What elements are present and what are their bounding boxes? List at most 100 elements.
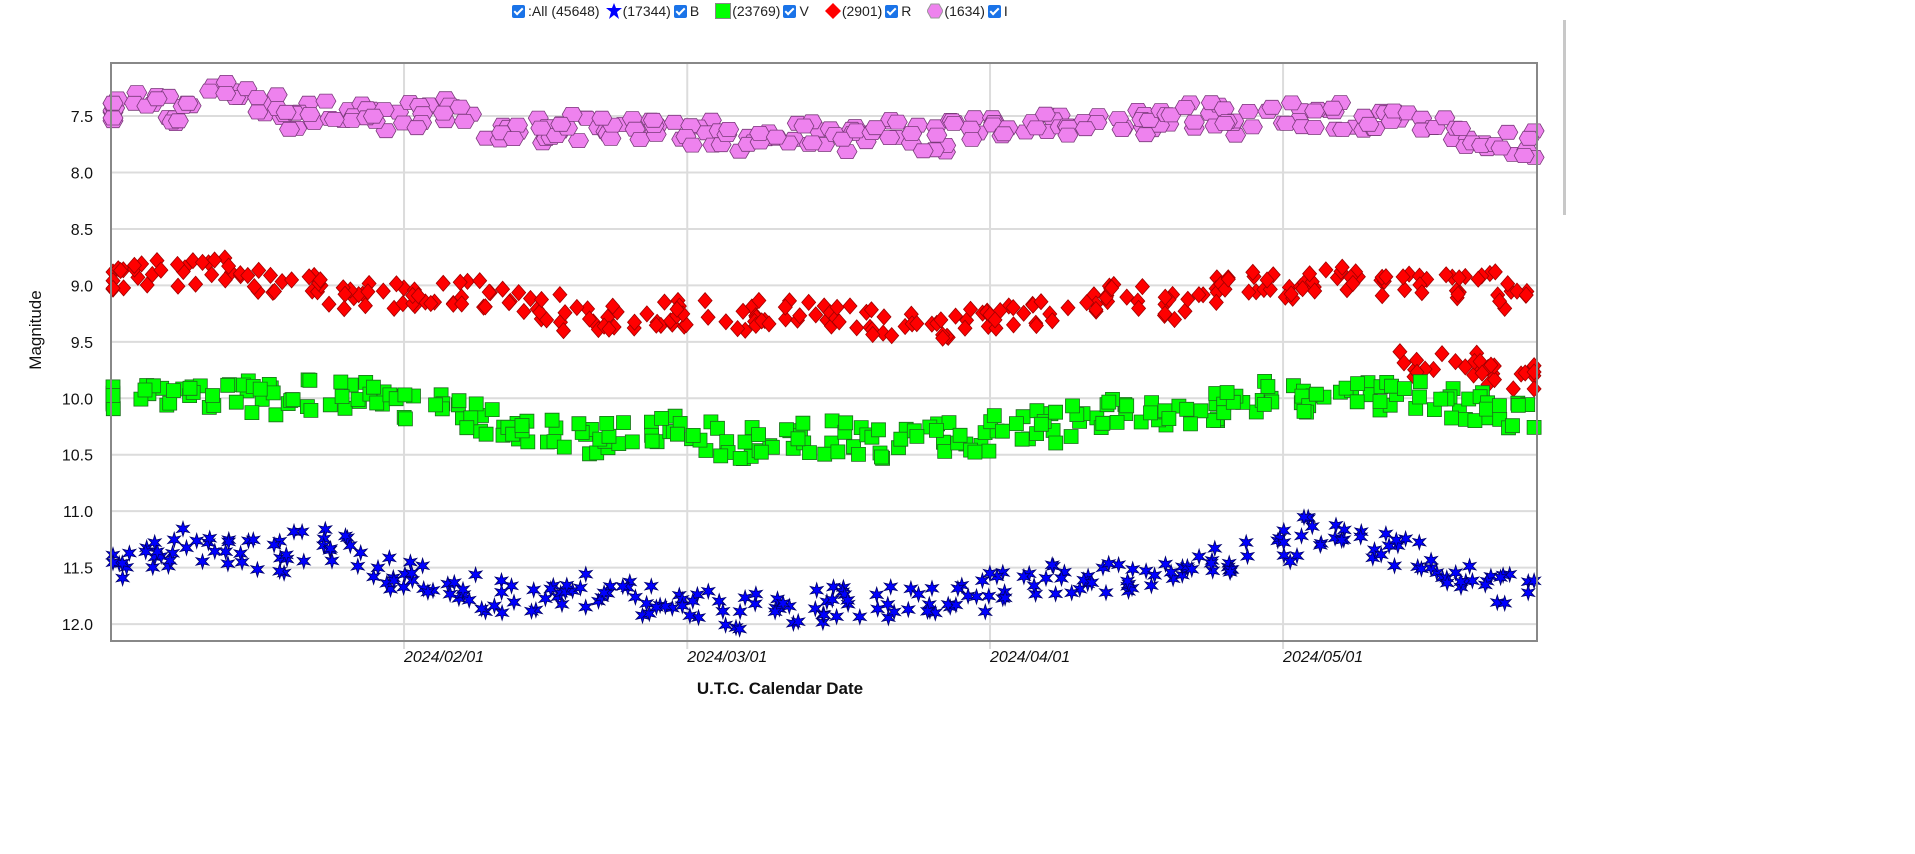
data-point-b: [381, 549, 397, 567]
data-point-i: [1322, 100, 1344, 116]
data-point-b: [732, 602, 748, 621]
data-point-b: [828, 607, 845, 626]
data-point-r: [477, 298, 493, 316]
data-point-v: [616, 415, 631, 431]
data-point-i: [1497, 124, 1519, 140]
data-point-v: [795, 415, 811, 431]
data-point-i: [1304, 103, 1326, 119]
data-point-b: [543, 580, 559, 598]
data-point-r: [581, 310, 598, 328]
data-point-b: [1053, 569, 1070, 588]
legend-all[interactable]: :All (45648): [512, 3, 600, 19]
data-point-b: [1138, 562, 1154, 580]
data-point-v: [1219, 385, 1235, 400]
data-point-i: [591, 110, 613, 126]
scrollbar[interactable]: [1563, 20, 1566, 215]
data-point-b: [115, 569, 131, 587]
data-point-v: [1183, 416, 1198, 432]
x-axis-title: U.T.C. Calendar Date: [697, 679, 863, 698]
legend-count: (2901): [841, 3, 883, 19]
data-point-b: [1184, 560, 1200, 579]
data-point-r: [865, 325, 881, 344]
data-point-b: [816, 605, 832, 624]
all-checkbox[interactable]: [512, 4, 525, 18]
data-point-b: [266, 536, 282, 554]
data-point-b: [503, 577, 520, 595]
data-point-i: [1261, 99, 1283, 115]
data-point-b: [1411, 533, 1427, 552]
y-tick-label: 8.0: [71, 166, 93, 183]
data-point-i: [299, 107, 321, 122]
data-point-b: [1289, 546, 1305, 565]
data-point-r: [948, 307, 964, 325]
data-point-v: [252, 381, 268, 397]
data-point-b: [1448, 563, 1464, 582]
data-point-b: [807, 599, 823, 618]
data-point-b: [809, 581, 825, 600]
data-point-v: [851, 446, 866, 462]
data-point-r: [1374, 287, 1390, 305]
data-point-r: [1033, 293, 1049, 311]
data-point-v: [1063, 429, 1079, 444]
data-point-v: [737, 434, 753, 450]
data-point-b: [1076, 571, 1092, 589]
data-point-v: [1095, 415, 1111, 431]
data-point-b: [365, 568, 382, 586]
data-point-i: [765, 129, 787, 145]
data-point-r: [849, 319, 865, 337]
data-point-r: [700, 308, 716, 326]
data-point-b: [526, 581, 542, 599]
v-checkbox[interactable]: [783, 4, 797, 18]
data-point-r: [1028, 316, 1044, 335]
data-point-v: [981, 443, 997, 459]
r-checkbox[interactable]: [885, 4, 899, 18]
data-point-r: [357, 297, 373, 315]
data-point-r: [207, 251, 223, 269]
data-point-r: [1079, 293, 1095, 312]
data-point-i: [879, 130, 901, 146]
legend-item-i[interactable]: (1634) I: [927, 3, 1008, 19]
data-point-i: [1490, 140, 1512, 156]
data-point-v: [1309, 386, 1324, 402]
data-point-r: [605, 297, 621, 315]
data-point-i: [247, 90, 269, 105]
legend-item-b[interactable]: (17344) B: [605, 3, 699, 19]
data-point-b: [1366, 541, 1383, 559]
data-point-r: [1378, 268, 1394, 286]
data-point-b: [189, 532, 205, 550]
b-checkbox[interactable]: [673, 4, 687, 18]
data-point-v: [182, 380, 198, 396]
data-point-v: [732, 450, 748, 466]
plot-frame: [110, 62, 1538, 642]
data-point-b: [1027, 585, 1044, 603]
data-point-v: [1461, 391, 1477, 407]
data-point-r: [1345, 274, 1361, 293]
data-point-b: [194, 552, 211, 571]
data-point-b: [825, 578, 842, 596]
data-point-b: [1461, 557, 1478, 576]
data-point-b: [1397, 529, 1414, 548]
data-point-r: [1119, 288, 1135, 306]
data-point-i: [901, 126, 923, 141]
data-point-v: [514, 418, 530, 433]
y-tick-label: 9.5: [71, 335, 93, 352]
data-point-v: [830, 444, 846, 460]
data-point-b: [1439, 574, 1455, 592]
star-icon: [605, 3, 622, 19]
data-point-b: [523, 602, 540, 620]
i-checkbox[interactable]: [987, 4, 1001, 18]
data-point-b: [638, 594, 655, 613]
legend-band: R: [901, 3, 912, 19]
data-point-r: [639, 305, 655, 323]
data-point-v: [285, 392, 301, 408]
legend-item-r[interactable]: (2901) R: [824, 3, 912, 19]
data-point-r: [957, 319, 973, 337]
data-point-v: [713, 448, 729, 464]
data-point-r: [375, 282, 391, 300]
data-point-r: [552, 285, 568, 304]
data-point-b: [900, 600, 916, 619]
data-point-v: [1014, 431, 1030, 447]
data-point-b: [1353, 528, 1369, 546]
data-point-v: [397, 411, 413, 427]
legend-item-v[interactable]: (23769) V: [715, 3, 809, 19]
